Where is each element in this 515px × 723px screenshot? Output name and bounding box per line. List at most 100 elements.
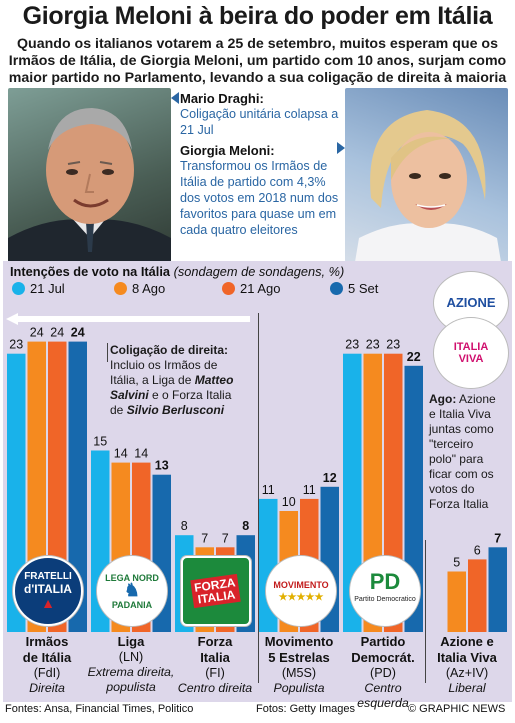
party-ideology-5: Liberal	[448, 681, 486, 695]
party-abbr-2: (FI)	[205, 666, 225, 680]
coalition-note-salvini-first: Matteo	[194, 373, 234, 387]
pd-logo-text2: Partito Democratico	[354, 596, 416, 603]
subheadline: Quando os italianos votarem a 25 de sete…	[8, 36, 507, 86]
ago-note-line6: ficar com os	[429, 467, 494, 481]
legend-label-jul21: 21 Jul	[30, 281, 65, 296]
party-abbr-1: (LN)	[118, 650, 144, 664]
coalition-note-line3: e o Forza Italia	[148, 388, 232, 402]
value-label-set5-party-2: 8	[242, 519, 249, 533]
value-label-set5-party-5: 7	[494, 531, 501, 545]
value-label-ago8-party-5: 5	[453, 556, 460, 570]
party-name-2: Forza Italia	[197, 634, 233, 665]
coalition-pointer-line	[107, 343, 108, 362]
value-label-ago21-party-5: 6	[474, 543, 481, 557]
party-ideology-2: Centro direita	[177, 681, 253, 695]
party-abbr-4: (PD)	[370, 666, 396, 680]
value-label-set5-party-3: 12	[323, 471, 337, 485]
value-label-jul21-party-2: 8	[181, 519, 188, 533]
value-label-ago8-party-2: 7	[201, 531, 208, 545]
party-name-4: Partido Democrát.	[351, 634, 415, 665]
coalition-arrow-icon	[6, 313, 250, 325]
bar-set5-party-5	[488, 547, 507, 632]
party-name-0: Irmãos de Itália	[22, 634, 72, 665]
ago-note-line1: Azione	[456, 392, 496, 406]
draghi-name: Mario Draghi:	[180, 91, 264, 106]
ago-note-line7: votos do	[429, 482, 475, 496]
value-label-jul21-party-0: 23	[9, 338, 23, 352]
italiaviva-logo-text2: VIVA	[458, 353, 484, 365]
footer-photos: Fotos: Getty Images	[256, 703, 356, 715]
m5s-logo-stars: ★★★★★	[278, 591, 324, 603]
fdi-logo: FRATELLI d'ITALIA ▲	[13, 556, 83, 626]
legend-jul21: 21 Jul	[12, 281, 65, 296]
pointer-left-icon	[171, 92, 179, 104]
coalition-note-salvini-last: Salvini	[110, 388, 149, 402]
draghi-photo	[8, 88, 171, 262]
fdi-logo-text1: FRATELLI	[24, 570, 72, 582]
value-label-set5-party-0: 24	[71, 326, 85, 340]
legend-label-ago8: 8 Ago	[132, 281, 166, 296]
azione-divider	[425, 540, 426, 683]
fdi-logo-text2: d'ITALIA	[24, 581, 72, 596]
pd-logo-text1: PD	[369, 569, 401, 594]
party-abbr-5: (Az+IV)	[445, 666, 489, 680]
coalition-divider	[258, 313, 259, 683]
value-label-ago21-party-3: 11	[303, 483, 316, 497]
azione-logo-text: AZIONE	[446, 295, 496, 310]
lega-logo-text1: LEGA NORD	[105, 572, 159, 583]
party-abbr-0: (FdI)	[33, 666, 61, 680]
party-ideology-3: Populista	[273, 681, 325, 695]
bar-ago8-party-5	[447, 571, 466, 632]
chart-title-sub: (sondagem de sondagens, %)	[173, 264, 345, 279]
legend-swatch-ago8	[114, 282, 127, 295]
value-label-ago21-party-4: 23	[386, 338, 400, 352]
legend-set5: 5 Set	[330, 281, 378, 296]
chart-title-main: Intenções de voto na Itália	[10, 264, 170, 279]
value-label-jul21-party-3: 11	[262, 483, 275, 497]
party-ideology-0: Direita	[29, 681, 65, 695]
value-label-ago8-party-0: 24	[30, 326, 44, 340]
value-label-ago8-party-4: 23	[366, 338, 380, 352]
headline: Giorgia Meloni à beira do poder em Itáli…	[22, 2, 493, 30]
legend-ago8: 8 Ago	[114, 281, 165, 296]
bar-jul21-party-0	[7, 353, 26, 632]
ago-note-title: Ago:	[429, 392, 457, 406]
ago-note-line3: juntas como	[429, 422, 494, 436]
draghi-text: Coligação unitária colapsa a 21 Jul	[180, 107, 339, 137]
party-ideology-4: Centro esquerda	[357, 681, 409, 710]
legend-swatch-set5	[330, 282, 343, 295]
footer-sources: Fontes: Ansa, Financial Times, Politico	[5, 703, 194, 715]
value-label-set5-party-1: 13	[155, 459, 169, 473]
value-label-set5-party-4: 22	[407, 350, 421, 364]
coalition-note-line4: de	[110, 403, 127, 417]
pointer-right-icon	[337, 142, 345, 154]
party-ideology-1: Extrema direita, populista	[87, 665, 175, 694]
coalition-note: Coligação de direita: Incluio os Irmãos …	[110, 343, 260, 418]
value-label-ago21-party-2: 7	[222, 531, 229, 545]
footer-credit: © GRAPHIC NEWS	[408, 703, 506, 715]
meloni-name: Giorgia Meloni:	[180, 143, 275, 158]
value-label-ago21-party-1: 14	[134, 447, 148, 461]
party-name-1: Liga	[117, 634, 145, 649]
bar-jul21-party-4	[343, 353, 362, 632]
italiaviva-logo-text1: ITALIA	[453, 341, 489, 353]
value-label-jul21-party-4: 23	[345, 338, 359, 352]
legend-label-ago21: 21 Ago	[240, 281, 281, 296]
value-label-ago8-party-3: 10	[282, 495, 296, 509]
lega-logo: LEGA NORD ♞ PADANIA	[97, 556, 167, 626]
warrior-icon: ♞	[123, 579, 141, 600]
pd-logo: PD Partito Democratico	[350, 556, 420, 626]
m5s-logo: MOVIMENTO ★★★★★	[266, 556, 336, 626]
legend-swatch-ago21	[222, 282, 235, 295]
coalition-note-line2: Itália, a Liga de	[110, 373, 195, 387]
coalition-note-berlusconi: Silvio Berlusconi	[126, 403, 225, 417]
draghi-portrait-illustration	[8, 108, 171, 262]
ago-note-line2: e Italia Viva	[429, 407, 491, 421]
ago-note-line4: "terceiro	[429, 437, 474, 451]
coalition-note-line1: Incluio os Irmãos de	[110, 358, 218, 372]
value-label-jul21-party-1: 15	[93, 435, 107, 449]
ago-note: Ago: Azione e Italia Viva juntas como "t…	[429, 392, 513, 512]
italiaviva-logo: ITALIA VIVA	[434, 318, 508, 388]
party-name-5: Azione e Italia Viva	[437, 634, 497, 665]
legend-ago21: 21 Ago	[222, 281, 281, 296]
